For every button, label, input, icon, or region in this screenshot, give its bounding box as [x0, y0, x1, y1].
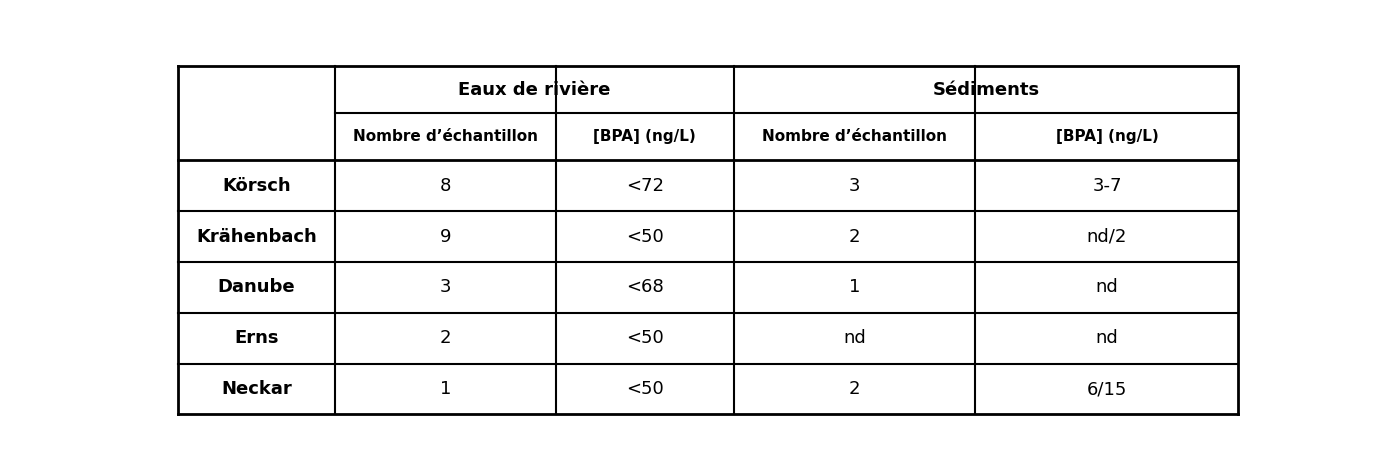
Text: 8: 8: [439, 177, 451, 195]
Text: nd/2: nd/2: [1086, 228, 1128, 246]
Text: nd: nd: [1096, 329, 1118, 347]
Text: Nombre d’échantillon: Nombre d’échantillon: [352, 129, 538, 144]
Text: <72: <72: [626, 177, 663, 195]
Text: Erns: Erns: [235, 329, 279, 347]
Text: 6/15: 6/15: [1086, 380, 1128, 398]
Text: nd: nd: [1096, 278, 1118, 297]
Text: 9: 9: [439, 228, 451, 246]
Text: [BPA] (ng/L): [BPA] (ng/L): [1056, 129, 1158, 144]
Text: 2: 2: [439, 329, 451, 347]
Text: <50: <50: [626, 228, 663, 246]
Text: <50: <50: [626, 380, 663, 398]
Text: 1: 1: [849, 278, 860, 297]
Text: 2: 2: [849, 228, 861, 246]
Text: 2: 2: [849, 380, 861, 398]
Text: Körsch: Körsch: [223, 177, 290, 195]
Text: Danube: Danube: [218, 278, 296, 297]
Text: Krähenbach: Krähenbach: [196, 228, 316, 246]
Text: 1: 1: [439, 380, 451, 398]
Text: Neckar: Neckar: [221, 380, 292, 398]
Text: 3: 3: [439, 278, 451, 297]
Text: [BPA] (ng/L): [BPA] (ng/L): [593, 129, 697, 144]
Text: nd: nd: [843, 329, 867, 347]
Text: Eaux de rivière: Eaux de rivière: [459, 81, 611, 99]
Text: <50: <50: [626, 329, 663, 347]
Text: 3-7: 3-7: [1092, 177, 1122, 195]
Text: <68: <68: [626, 278, 663, 297]
Text: Nombre d’échantillon: Nombre d’échantillon: [761, 129, 947, 144]
Text: 3: 3: [849, 177, 861, 195]
Text: Sédiments: Sédiments: [933, 81, 1039, 99]
